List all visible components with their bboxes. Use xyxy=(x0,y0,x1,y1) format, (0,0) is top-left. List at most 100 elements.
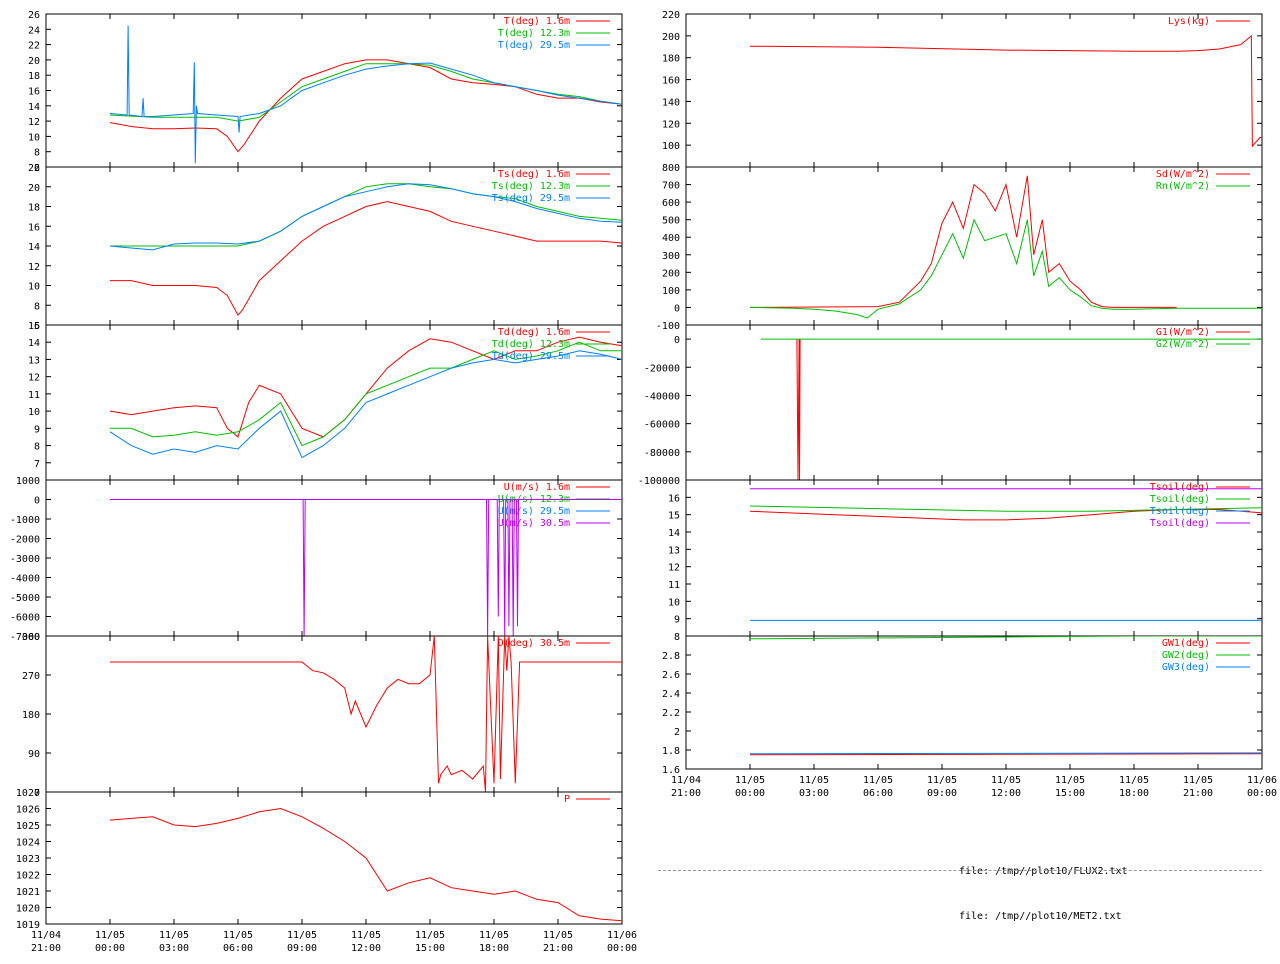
x-tick-label-left: 11/04 xyxy=(31,930,61,941)
y-tick-label: 22 xyxy=(28,163,40,174)
y-tick-label: -1000 xyxy=(10,515,40,526)
y-tick-label: 11 xyxy=(28,390,40,401)
y-tick-label: 1022 xyxy=(16,871,40,882)
legend-label: Td(deg) 29.5m xyxy=(492,351,570,362)
chart-panel-5: 1019 1020 1021 1022 1023 1024 1025 1026 1027 P xyxy=(16,788,623,931)
x-tick-label-right: 21:00 xyxy=(1183,788,1213,799)
y-tick-label: 14 xyxy=(28,102,40,113)
x-tick-label-right: 11/05 xyxy=(1055,775,1085,786)
y-tick-label: 200 xyxy=(662,32,680,43)
y-tick-label: 14 xyxy=(28,242,40,253)
x-tick-label-left: 21:00 xyxy=(543,943,573,954)
y-tick-label: -60000 xyxy=(644,420,680,431)
y-tick-label: 140 xyxy=(662,97,680,108)
y-tick-label: 200 xyxy=(662,268,680,279)
x-tick-label-right: 11/05 xyxy=(991,775,1021,786)
legend-label: D(deg) 30.5m xyxy=(498,638,570,649)
y-tick-label: 10 xyxy=(668,597,680,608)
x-tick-label-left: 09:00 xyxy=(287,943,317,954)
y-tick-label: -100000 xyxy=(638,476,680,487)
y-tick-label: 16 xyxy=(28,222,40,233)
y-tick-label: 15 xyxy=(668,511,680,522)
y-tick-label: 8 xyxy=(34,301,40,312)
legend-label: U(m/s) 30.5m xyxy=(498,518,570,529)
y-tick-label: 10 xyxy=(28,282,40,293)
series-line-0 xyxy=(749,753,1262,756)
y-tick-label: 12 xyxy=(28,262,40,273)
y-tick-label: -5000 xyxy=(10,593,40,604)
series-line-0 xyxy=(749,175,1177,308)
y-tick-label: 26 xyxy=(28,10,40,21)
legend-label: GW2(deg) xyxy=(1162,650,1210,661)
chart-panel-9: 8910111213141516Tsoil(deg)Tsoil(deg)Tsoi… xyxy=(668,479,1263,643)
y-tick-label: 160 xyxy=(662,76,680,87)
y-tick-label: 2.8 xyxy=(662,651,680,662)
legend-label: Td(deg) 1.6m xyxy=(498,327,570,338)
y-tick-label: 2.2 xyxy=(662,708,680,719)
chart-panel-0: 6 8 10 12 14 16 18 20 22 24 26 T(deg) 1.6mT(deg) 12… xyxy=(28,10,623,174)
x-tick-label-left: 11/05 xyxy=(543,930,573,941)
x-tick-label-left: 11/05 xyxy=(159,930,189,941)
y-tick-label: 1.8 xyxy=(662,746,680,757)
legend-label: G2(W/m^2) xyxy=(1156,339,1210,350)
x-tick-label-left: 11/05 xyxy=(223,930,253,941)
x-tick-label-left: 03:00 xyxy=(159,943,189,954)
y-tick-label: 20 xyxy=(28,56,40,67)
x-tick-label-right: 12:00 xyxy=(991,788,1021,799)
x-tick-label-right: 11/06 xyxy=(1247,775,1277,786)
x-tick-label-left: 12:00 xyxy=(351,943,381,954)
y-tick-label: -2000 xyxy=(10,535,40,546)
x-tick-label-left: 11/06 xyxy=(607,930,637,941)
y-tick-label: 13 xyxy=(28,355,40,366)
y-tick-label: 270 xyxy=(22,671,40,682)
y-tick-label: 18 xyxy=(28,203,40,214)
x-tick-label-left: 15:00 xyxy=(415,943,445,954)
legend-label: Ts(deg) 1.6m xyxy=(498,169,570,180)
legend-label: Tsoil(deg) xyxy=(1150,506,1210,517)
plot-frame xyxy=(685,13,1263,168)
file-list: file: /tmp//plot10/FLUX2.txt file: /tmp/… xyxy=(959,834,1128,939)
y-tick-label: 22 xyxy=(28,41,40,52)
y-tick-label: 700 xyxy=(662,181,680,192)
x-tick-label-left: 11/05 xyxy=(415,930,445,941)
x-tick-label-left: 11/05 xyxy=(95,930,125,941)
x-tick-label-right: 11/05 xyxy=(735,775,765,786)
series-line-2 xyxy=(109,350,622,459)
series-line-0 xyxy=(796,339,801,480)
legend-label: Lys(kg) xyxy=(1168,16,1210,27)
plot-frame xyxy=(685,635,1263,770)
y-tick-label: 7 xyxy=(34,459,40,470)
series-line-0 xyxy=(110,201,622,316)
legend-label: P xyxy=(564,794,570,805)
y-tick-label: 0 xyxy=(674,335,680,346)
y-tick-label: 1000 xyxy=(16,476,40,487)
y-tick-label: 120 xyxy=(662,119,680,130)
y-tick-label: 1019 xyxy=(16,920,40,931)
plot-frame xyxy=(45,791,623,925)
chart-panel-3: -7000 -6000 -5000 -4000 -3000 -2000 -1000 0 1000… xyxy=(10,476,623,643)
chart-panel-6: 100 120 140 160 180 200 220 Lys(kg) xyxy=(662,10,1263,168)
y-tick-label: 100 xyxy=(662,141,680,152)
legend-label: G1(W/m^2) xyxy=(1156,327,1210,338)
x-tick-label-right: 09:00 xyxy=(927,788,957,799)
legend-label: T(deg) 29.5m xyxy=(498,40,570,51)
x-tick-label-right: 06:00 xyxy=(863,788,893,799)
series-line-1 xyxy=(749,218,1262,319)
series-line-1 xyxy=(749,505,1262,512)
y-tick-label: 500 xyxy=(662,216,680,227)
y-tick-label: 1024 xyxy=(16,838,40,849)
x-tick-label-right: 00:00 xyxy=(1247,788,1277,799)
x-tick-label-left: 00:00 xyxy=(95,943,125,954)
x-tick-label-right: 11/05 xyxy=(927,775,957,786)
y-tick-label: 1025 xyxy=(16,821,40,832)
y-tick-label: 180 xyxy=(662,54,680,65)
chart-panel-4: 0 90 180 270 360 D(deg) 30.5m xyxy=(22,632,623,799)
file-label-met: file: /tmp//plot10/MET2.txt xyxy=(959,911,1122,922)
x-tick-label-right: 15:00 xyxy=(1055,788,1085,799)
legend-label: Ts(deg) 29.5m xyxy=(492,193,570,204)
y-tick-label: 300 xyxy=(662,251,680,262)
x-tick-label-right: 11/05 xyxy=(1183,775,1213,786)
y-tick-label: -20000 xyxy=(644,363,680,374)
